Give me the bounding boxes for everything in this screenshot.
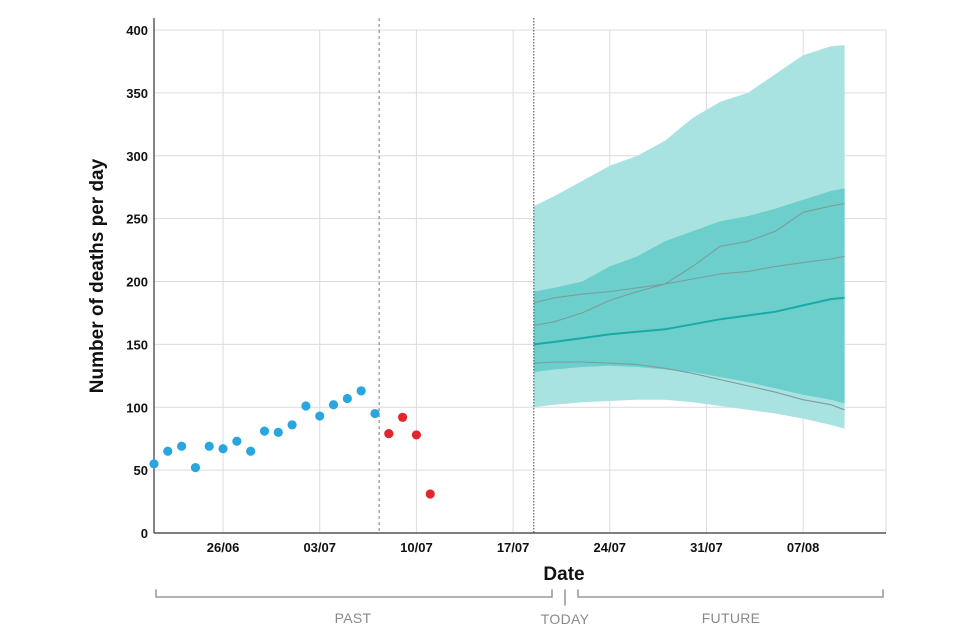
x-tick-label: 10/07 (400, 540, 433, 555)
x-tick-labels: 26/06 03/07 10/07 17/07 24/07 31/07 07/08 (207, 540, 820, 555)
future-label: FUTURE (702, 610, 761, 626)
y-tick-labels: 0 50 100 150 200 250 300 350 400 (126, 23, 148, 541)
y-tick-label: 0 (141, 526, 148, 541)
y-tick-label: 100 (126, 400, 148, 415)
scenario-line-a (533, 255, 845, 304)
observed-point (315, 411, 325, 421)
forecast-lines (533, 202, 845, 411)
observed-point (301, 401, 311, 411)
y-tick-label: 400 (126, 23, 148, 38)
x-tick-label: 03/07 (303, 540, 336, 555)
observed-point (218, 444, 228, 454)
observed-point (342, 393, 352, 404)
x-axis-title: Date (543, 564, 584, 585)
axes (153, 18, 886, 534)
observed-point (287, 420, 297, 430)
timeline-brackets (155, 589, 884, 606)
today-label: TODAY (541, 611, 590, 627)
x-tick-label: 17/07 (497, 540, 530, 555)
reference-lines (378, 18, 535, 533)
scenario-line-c (533, 361, 845, 411)
observed-point (328, 400, 339, 410)
observed-point (259, 426, 270, 436)
past-label: PAST (335, 610, 372, 626)
y-axis-title: Number of deaths per day (87, 158, 108, 393)
observed-point (190, 463, 201, 473)
incomplete-point (425, 489, 435, 499)
observed-point (163, 446, 173, 456)
observed-point (204, 441, 214, 451)
x-tick-label: 24/07 (594, 540, 627, 555)
observed-point (370, 408, 380, 419)
median-line (533, 296, 845, 346)
future-bracket (577, 589, 884, 598)
x-tick-label: 07/08 (787, 540, 820, 555)
y-tick-label: 350 (126, 86, 148, 101)
observed-point (273, 427, 283, 437)
x-tick-label: 26/06 (207, 540, 240, 555)
forecast-inner-band (533, 188, 845, 404)
incomplete-point (384, 429, 394, 439)
scenario-line-b (533, 202, 845, 327)
incomplete-point (411, 430, 422, 440)
past-bracket (155, 589, 553, 598)
data-points (149, 386, 435, 499)
observed-point (149, 459, 159, 469)
observed-point (246, 446, 256, 456)
observed-point (356, 386, 366, 396)
y-tick-label: 300 (126, 149, 148, 164)
y-tick-label: 150 (126, 337, 148, 352)
observed-point (177, 441, 187, 451)
y-tick-label: 50 (134, 463, 148, 478)
inner-band-area (533, 188, 845, 404)
x-tick-label: 31/07 (690, 540, 723, 555)
observed-point (232, 436, 242, 446)
y-tick-label: 200 (126, 275, 148, 290)
incomplete-point (398, 412, 408, 422)
y-tick-label: 250 (126, 212, 148, 227)
